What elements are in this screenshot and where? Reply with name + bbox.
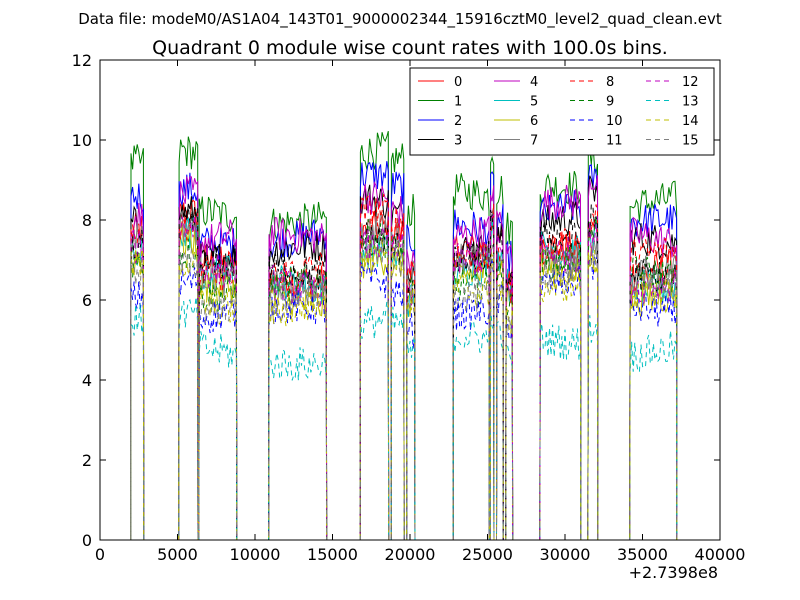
series-line-14 [130,237,679,540]
x-tick-label: 25000 [462,545,513,564]
y-tick-label: 4 [82,371,92,390]
legend-label-3: 3 [454,134,462,149]
x-tick-label: 30000 [540,545,591,564]
x-tick-label: 35000 [617,545,668,564]
legend-label-8: 8 [606,75,614,90]
x-tick-label: 15000 [307,545,358,564]
y-tick-label: 6 [82,291,92,310]
legend-label-14: 14 [682,114,699,129]
x-tick-label: 0 [95,545,105,564]
legend-label-9: 9 [606,95,614,110]
x-tick-label: 40000 [695,545,746,564]
legend-label-0: 0 [454,75,462,90]
legend-label-6: 6 [530,114,538,129]
x-tick-label: 5000 [157,545,198,564]
figure-suptitle: Data file: modeM0/AS1A04_143T01_90000023… [78,10,722,29]
y-tick-label: 0 [82,531,92,550]
legend-label-2: 2 [454,114,462,129]
legend-label-10: 10 [606,114,623,129]
legend-label-4: 4 [530,75,538,90]
y-tick-label: 2 [82,451,92,470]
legend-box [409,67,715,156]
plot-area [99,59,721,541]
legend-label-12: 12 [682,75,699,90]
x-axis: 0 5000 10000 15000 20000 25000 30000 35000 40000 [95,60,746,564]
y-tick-label: 8 [82,211,92,230]
x-tick-label: 10000 [230,545,281,564]
legend-label-7: 7 [530,134,538,149]
x-offset-label: +2.7398e8 [629,563,718,582]
legend-label-11: 11 [606,134,623,149]
series-lines [130,130,679,540]
y-tick-label: 12 [72,51,92,70]
legend-label-15: 15 [682,134,699,149]
legend-label-5: 5 [530,95,538,110]
legend-label-13: 13 [682,95,699,110]
chart-title: Quadrant 0 module wise count rates with … [152,37,668,59]
y-tick-label: 10 [72,131,92,150]
legend-label-1: 1 [454,95,462,110]
series-line-15 [130,229,679,540]
x-tick-label: 20000 [385,545,436,564]
